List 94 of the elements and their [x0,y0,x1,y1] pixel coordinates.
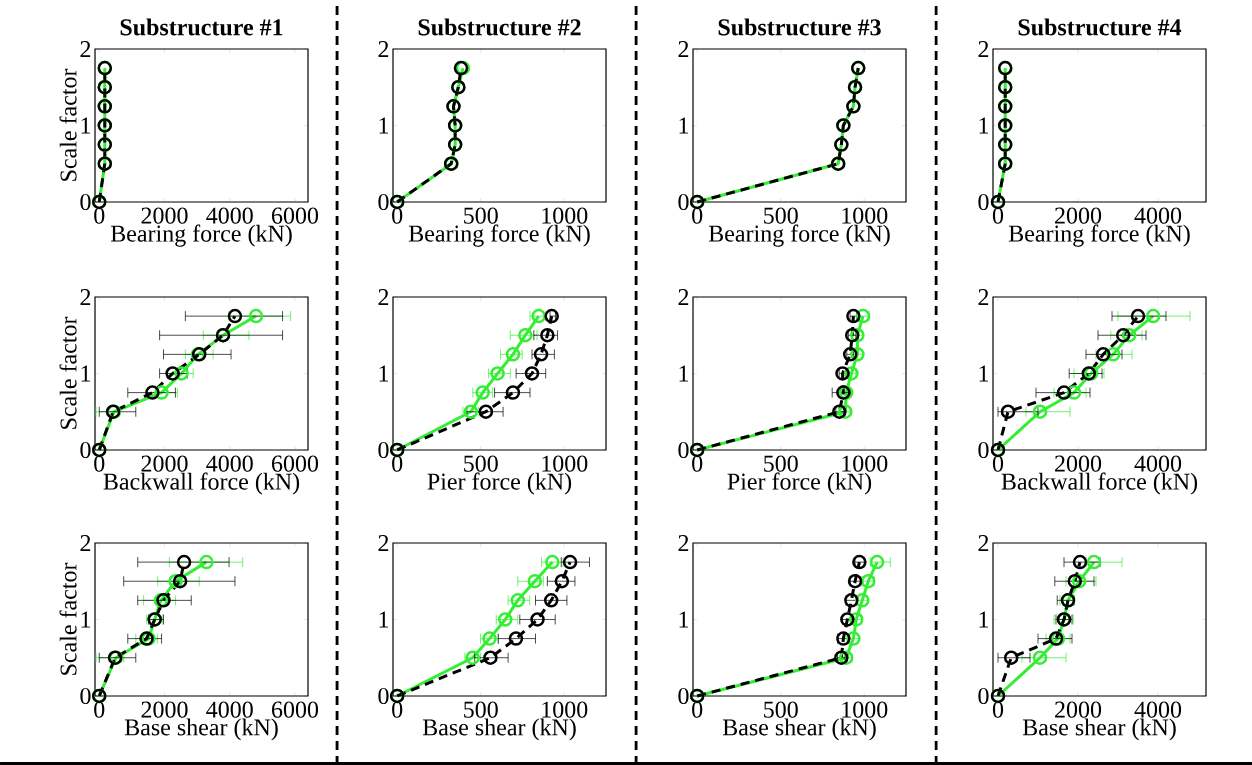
x-tick-label: 1000 [842,207,888,224]
x-tick-label: 0 [992,701,1004,718]
y-tick-label: 1 [81,611,91,628]
y-tick-label: 2 [378,289,389,305]
x-axis-title: Base shear (kN) [124,718,278,741]
chart-title: Substructure #3 [718,18,881,36]
x-tick-label: 1000 [542,701,588,718]
chart-title: Substructure #4 [1018,18,1182,36]
x-axis-title: Backwall force (kN) [1001,472,1198,495]
x-tick-label: 2000 [1055,701,1102,718]
x-tick-label: 0 [392,701,403,718]
x-tick-label: 0 [392,207,403,224]
x-tick-label: 1000 [542,207,588,224]
x-tick-label: 4000 [1134,207,1182,224]
x-tick-label: 0 [94,207,105,224]
y-tick-label: 0 [378,193,389,211]
y-tick-label: 1 [81,117,91,134]
y-tick-label: 2 [678,535,689,551]
y-tick-label: 2 [978,41,989,57]
x-axis-title: Bearing force (kN) [408,224,590,247]
y-tick-label: 1 [979,611,989,628]
x-axis-title: Base shear (kN) [422,718,576,741]
x-tick-label: 0 [94,701,105,718]
x-tick-label: 0 [992,207,1004,224]
x-tick-label: 4000 [206,701,253,718]
y-tick-label: 0 [978,687,989,705]
x-tick-label: 500 [464,455,498,472]
x-tick-label: 0 [94,455,105,472]
x-axis-title: Bearing force (kN) [708,224,890,247]
x-tick-label: 4000 [1134,701,1182,718]
y-tick-label: 1 [379,117,389,134]
x-tick-label: 1000 [542,455,588,472]
y-tick-label: 0 [80,193,91,211]
x-tick-label: 500 [764,207,798,224]
y-tick-label: 0 [678,687,689,705]
x-tick-label: 0 [692,207,703,224]
x-axis-title: Pier force (kN) [727,472,872,495]
y-tick-label: 2 [678,41,689,57]
x-tick-label: 500 [764,701,798,718]
x-tick-label: 4000 [206,455,253,472]
x-tick-label: 0 [392,455,403,472]
x-axis-title: Base shear (kN) [722,718,876,741]
y-tick-label: 0 [978,441,989,459]
y-axis-title: Scale factor [59,316,77,429]
y-tick-label: 1 [679,365,689,382]
x-tick-label: 4000 [1134,455,1182,472]
x-tick-label: 6000 [272,207,319,224]
y-tick-label: 0 [678,441,689,459]
x-axis-title: Backwall force (kN) [103,472,300,495]
y-tick-label: 2 [80,41,91,57]
y-tick-label: 2 [80,535,91,551]
y-tick-label: 2 [378,41,389,57]
y-tick-label: 2 [378,535,389,551]
x-axis-title: Bearing force (kN) [110,224,292,247]
y-tick-label: 0 [80,687,91,705]
x-tick-label: 0 [692,701,703,718]
chart-title: Substructure #1 [120,18,283,36]
y-tick-label: 1 [81,365,91,382]
y-tick-label: 0 [678,193,689,211]
y-tick-label: 2 [978,289,989,305]
y-tick-label: 2 [80,289,91,305]
y-tick-label: 2 [978,535,989,551]
chart-title: Substructure #2 [418,18,581,36]
x-tick-label: 2000 [141,455,188,472]
x-tick-label: 2000 [141,207,188,224]
y-tick-label: 0 [978,193,989,211]
y-tick-label: 1 [379,611,389,628]
x-tick-label: 2000 [141,701,188,718]
x-tick-label: 6000 [272,701,319,718]
y-tick-label: 1 [379,365,389,382]
y-tick-label: 1 [979,365,989,382]
x-tick-label: 1000 [842,455,888,472]
y-tick-label: 0 [378,441,389,459]
x-tick-label: 2000 [1055,455,1102,472]
x-tick-label: 6000 [272,455,319,472]
x-tick-label: 0 [692,455,703,472]
x-axis-title: Pier force (kN) [427,472,572,495]
x-axis-title: Base shear (kN) [1022,718,1176,741]
y-axis-title: Scale factor [59,68,77,181]
x-tick-label: 500 [464,207,498,224]
x-tick-label: 4000 [206,207,253,224]
x-tick-label: 2000 [1055,207,1102,224]
y-axis-title: Scale factor [59,562,77,675]
x-tick-label: 0 [992,455,1004,472]
x-axis-title: Bearing force (kN) [1008,224,1190,247]
y-tick-label: 2 [678,289,689,305]
y-tick-label: 1 [679,611,689,628]
x-tick-label: 1000 [842,701,888,718]
x-tick-label: 500 [764,455,798,472]
y-tick-label: 1 [679,117,689,134]
y-tick-label: 0 [378,687,389,705]
x-tick-label: 500 [464,701,498,718]
y-tick-label: 0 [80,441,91,459]
y-tick-label: 1 [979,117,989,134]
